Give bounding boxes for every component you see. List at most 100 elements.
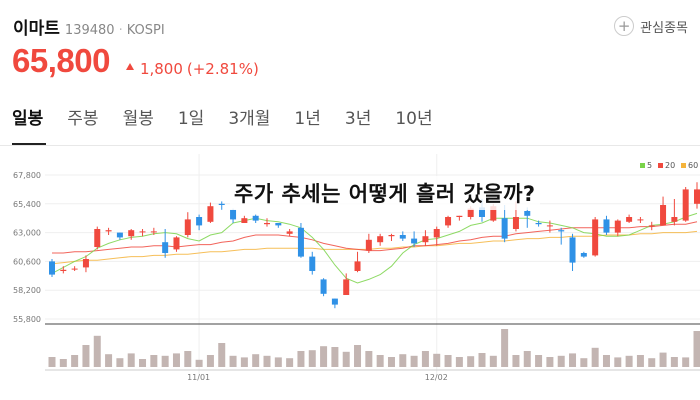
stock-header: 이마트 139480 · KOSPI	[13, 14, 165, 39]
volume-bar	[569, 353, 577, 367]
volume-bar	[365, 351, 373, 367]
candle-body	[479, 207, 485, 217]
tab-1year[interactable]: 1년	[294, 109, 321, 129]
tab-3years[interactable]: 3년	[344, 109, 372, 129]
legend-swatch-ma20	[658, 163, 663, 168]
volume-bar	[82, 345, 90, 367]
candlestick-chart[interactable]: 5 20 60 67,800 65,400 63,000 60,600 58,200 55,8…	[0, 146, 700, 400]
candle	[60, 266, 67, 274]
volume-bar	[206, 355, 214, 367]
candle	[637, 217, 644, 223]
candle-body	[218, 203, 225, 205]
candle-body	[82, 259, 89, 268]
candle-body	[275, 223, 282, 226]
volume-bar	[659, 352, 667, 367]
change-amount: 1,800	[139, 59, 183, 78]
candle	[660, 196, 667, 226]
volume-bar	[263, 355, 271, 367]
candle	[320, 278, 327, 297]
volume-bar	[512, 355, 520, 367]
x-tick-label: 12/02	[425, 373, 448, 382]
legend-label-ma20: 20	[665, 161, 675, 170]
candle	[139, 229, 146, 237]
candle-body	[150, 231, 157, 233]
candle-body	[445, 217, 452, 226]
candle	[648, 221, 655, 231]
volume-bar	[399, 354, 407, 367]
volume-bar	[184, 351, 192, 367]
candle-body	[162, 242, 169, 253]
change-percent: (+2.81%)	[186, 59, 259, 78]
candle-body	[94, 229, 101, 247]
candle-body	[297, 227, 304, 257]
volume-bar	[501, 329, 509, 367]
candle	[682, 187, 689, 222]
volume-bar	[455, 357, 463, 367]
candle	[49, 259, 55, 277]
candle-body	[173, 237, 180, 250]
candle-body	[196, 217, 203, 226]
volume-bar	[602, 355, 610, 367]
tab-monthly[interactable]: 월봉	[122, 109, 154, 129]
candle	[603, 215, 610, 235]
candle	[614, 219, 621, 237]
candle-body	[422, 236, 429, 243]
candle-body	[388, 235, 395, 237]
volume-bar	[557, 355, 565, 367]
candle	[286, 229, 293, 237]
volume-bar	[150, 355, 158, 367]
candle-body	[456, 215, 463, 217]
candle	[162, 229, 169, 258]
candle	[230, 208, 237, 223]
candle	[218, 201, 225, 210]
volume-bar	[693, 331, 700, 367]
tab-3months[interactable]: 3개월	[228, 109, 271, 129]
candle-body	[331, 298, 338, 305]
volume-bar	[682, 357, 690, 367]
candle	[592, 217, 599, 257]
period-tabs: 일봉 주봉 월봉 1일 3개월 1년 3년 10년	[12, 104, 457, 129]
volume-bar	[93, 335, 101, 367]
candle-body	[637, 219, 644, 221]
candle	[184, 212, 191, 238]
legend-label-ma5: 5	[647, 161, 652, 170]
active-tab-underline	[12, 143, 46, 145]
candle	[546, 220, 553, 233]
candle-body	[682, 189, 689, 221]
volume-bar	[48, 357, 56, 367]
volume-bar	[444, 355, 452, 367]
volume-bar	[59, 359, 67, 367]
stock-code: 139480	[64, 23, 115, 38]
volume-bar	[139, 359, 147, 367]
candle-body	[377, 236, 384, 243]
volume-bar	[421, 351, 429, 367]
stock-name: 이마트	[13, 19, 60, 39]
candle-body	[264, 223, 270, 225]
candle-body	[252, 215, 259, 221]
candle-body	[411, 238, 418, 244]
tab-daily[interactable]: 일봉	[12, 109, 44, 129]
candle-body	[694, 189, 700, 204]
candle-body	[139, 231, 146, 233]
candle-body	[569, 237, 576, 263]
candle	[501, 205, 508, 243]
candle-body	[230, 209, 237, 220]
legend-swatch-ma5	[640, 163, 645, 168]
candle	[309, 251, 316, 275]
tab-10years[interactable]: 10년	[395, 109, 433, 129]
legend-label-ma60: 60	[688, 161, 698, 170]
add-watchlist-button[interactable]: + 관심종목	[614, 16, 688, 36]
volume-bar	[648, 358, 656, 367]
candle-body	[354, 261, 361, 271]
candle-body	[660, 205, 667, 226]
y-tick-label: 60,600	[13, 257, 41, 266]
separator-dot: ·	[118, 23, 123, 38]
tab-weekly[interactable]: 주봉	[67, 109, 99, 129]
ma20-line	[52, 221, 698, 254]
tab-1day[interactable]: 1일	[177, 109, 205, 129]
candle-body	[399, 235, 406, 239]
y-tick-label: 63,000	[13, 229, 41, 238]
chart-legend: 5 20 60	[640, 161, 698, 170]
market-label: KOSPI	[126, 23, 165, 38]
candle-body	[603, 219, 610, 233]
